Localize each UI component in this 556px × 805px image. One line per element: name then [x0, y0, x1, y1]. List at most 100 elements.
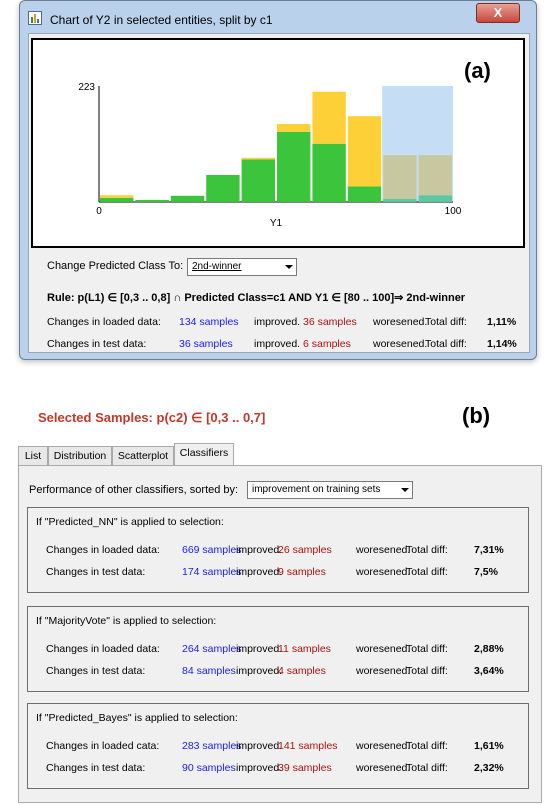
- group-stat-row: Changes in loaded cata: 283 samples improv…: [46, 740, 516, 754]
- bar-yellow-5[interactable]: [277, 123, 311, 132]
- chart-window-icon: [28, 11, 42, 25]
- tab-classifiers[interactable]: Classifiers: [174, 443, 234, 465]
- worsened-word: woresened.: [356, 643, 411, 655]
- group-stat-row: Changes in loaded data: 669 samples improv…: [46, 544, 516, 558]
- sort-select-value: improvement on training sets: [252, 484, 381, 495]
- bar-green-4[interactable]: [241, 159, 275, 202]
- bar-green-1[interactable]: [135, 199, 169, 202]
- total-diff-value: 7,5%: [474, 566, 498, 578]
- group-stat-row: Changes in test data: 90 samples improved.…: [46, 762, 516, 776]
- improved-word: improved.: [236, 740, 283, 752]
- bar-green-0[interactable]: [100, 197, 134, 202]
- stat-label: Changes in loaded data:: [47, 316, 161, 328]
- improved-count: 90 samples: [182, 762, 236, 774]
- window-titlebar[interactable]: Chart of Y2 in selected entities, split …: [20, 1, 536, 31]
- improved-word: improved.: [236, 762, 283, 774]
- stat-label: Changes in test data:: [46, 566, 146, 578]
- change-class-row: Change Predicted Class To: 2nd-winner: [47, 258, 507, 276]
- bar-green-6[interactable]: [312, 143, 346, 202]
- chart-window: Chart of Y2 in selected entities, split …: [19, 0, 537, 360]
- diff-label: Total diff:: [406, 566, 448, 578]
- histogram-chart[interactable]: 223 0 100 Y1: [33, 40, 523, 246]
- diff-label: Total diff:: [406, 665, 448, 677]
- tab-distribution[interactable]: Distribution: [48, 446, 112, 465]
- group-stat-row: Changes in test data: 174 samples improved…: [46, 566, 516, 580]
- close-button[interactable]: X: [476, 3, 520, 23]
- x-tick-label: 0: [96, 206, 102, 217]
- bar-green-5[interactable]: [277, 131, 311, 202]
- total-diff-value: 2,88%: [474, 643, 504, 655]
- improved-word: improved.: [254, 316, 301, 328]
- group-stat-row: Changes in loaded data: 264 samples improv…: [46, 643, 516, 657]
- improved-count: 669 samples: [182, 544, 242, 556]
- improved-word: improved.: [236, 544, 283, 556]
- chart-panel: 223 0 100 Y1: [31, 38, 525, 248]
- diff-label: Total diff:: [406, 762, 448, 774]
- bar-olive-9[interactable]: [418, 155, 452, 196]
- tab-list[interactable]: List: [18, 446, 48, 465]
- worsened-count: 11 samples: [278, 643, 331, 655]
- stat-label: Changes in loaded cata:: [46, 740, 160, 752]
- chevron-down-icon: [401, 488, 409, 492]
- selected-samples-title: Selected Samples: p(c2) ∈ [0,3 .. 0,7]: [38, 410, 266, 425]
- improved-count: 134 samples: [179, 316, 239, 328]
- worsened-word: woresened.: [356, 544, 411, 556]
- class-select[interactable]: 2nd-winner: [187, 258, 297, 276]
- worsened-word: woresened.: [356, 566, 411, 578]
- worsened-count: 6 samples: [303, 338, 351, 350]
- tab-scatterplot[interactable]: Scatterplot: [112, 446, 174, 465]
- improved-word: improved.: [254, 338, 301, 350]
- diff-label: Total diff:: [406, 740, 448, 752]
- classifier-group: If "Predicted_Bayes" is applied to selec…: [27, 703, 529, 789]
- worsened-count: 36 samples: [303, 316, 357, 328]
- stat-label: Changes in loaded data:: [46, 643, 160, 655]
- improved-count: 264 samples: [182, 643, 242, 655]
- worsened-count: 141 samples: [278, 740, 338, 752]
- bar-green-9[interactable]: [418, 195, 452, 202]
- stat-label: Changes in test data:: [46, 762, 146, 774]
- classifiers-panel: Performance of other classifiers, sorted…: [18, 465, 542, 803]
- group-title: If "MajorityVote" is applied to selectio…: [36, 615, 217, 627]
- stat-label: Changes in test data:: [46, 665, 146, 677]
- bar-olive-8[interactable]: [383, 155, 417, 199]
- improved-word: improved.: [236, 643, 283, 655]
- bar-yellow-0[interactable]: [100, 195, 134, 198]
- bar-green-2[interactable]: [170, 195, 205, 202]
- worsened-word: woresened.: [356, 762, 411, 774]
- worsened-word: woresened.: [356, 740, 411, 752]
- improved-count: 84 samples: [182, 665, 236, 677]
- bar-green-7[interactable]: [347, 186, 382, 202]
- classifier-group: If "Predicted_NN" is applied to selectio…: [27, 507, 529, 593]
- performance-label: Performance of other classifiers, sorted…: [29, 484, 239, 496]
- chevron-down-icon: [285, 265, 293, 269]
- x-tick-label: 100: [445, 206, 462, 217]
- worsened-word: woresened.: [373, 338, 428, 350]
- x-axis-label: Y1: [270, 218, 283, 229]
- bar-yellow-7[interactable]: [347, 116, 382, 187]
- total-diff-value: 1,11%: [487, 316, 517, 328]
- diff-label: Total diff:: [406, 643, 448, 655]
- total-diff-value: 1,14%: [487, 338, 517, 350]
- sort-select[interactable]: improvement on training sets: [247, 481, 413, 499]
- improved-count: 36 samples: [179, 338, 233, 350]
- worsened-count: 4 samples: [278, 665, 326, 677]
- diff-label: Total diff:: [406, 544, 448, 556]
- improved-count: 174 samples: [182, 566, 242, 578]
- change-class-label: Change Predicted Class To:: [47, 260, 184, 272]
- total-diff-value: 3,64%: [474, 665, 504, 677]
- stat-label: Changes in test data:: [47, 338, 147, 350]
- summary-row: Changes in loaded data: 134 samples improv…: [47, 316, 527, 330]
- diff-label: Total diff:: [425, 338, 467, 350]
- caption-b: (b): [462, 403, 491, 428]
- bar-green-8[interactable]: [383, 198, 417, 202]
- worsened-count: 26 samples: [278, 544, 332, 556]
- classifier-group: If "MajorityVote" is applied to selectio…: [27, 606, 529, 692]
- bar-yellow-4[interactable]: [241, 157, 275, 160]
- bar-green-3[interactable]: [206, 174, 240, 202]
- total-diff-value: 7,31%: [474, 544, 504, 556]
- group-title: If "Predicted_Bayes" is applied to selec…: [36, 712, 238, 724]
- worsened-count: 39 samples: [278, 762, 332, 774]
- bar-yellow-6[interactable]: [312, 91, 346, 144]
- diff-label: Total diff:: [425, 316, 467, 328]
- worsened-word: woresened.: [373, 316, 428, 328]
